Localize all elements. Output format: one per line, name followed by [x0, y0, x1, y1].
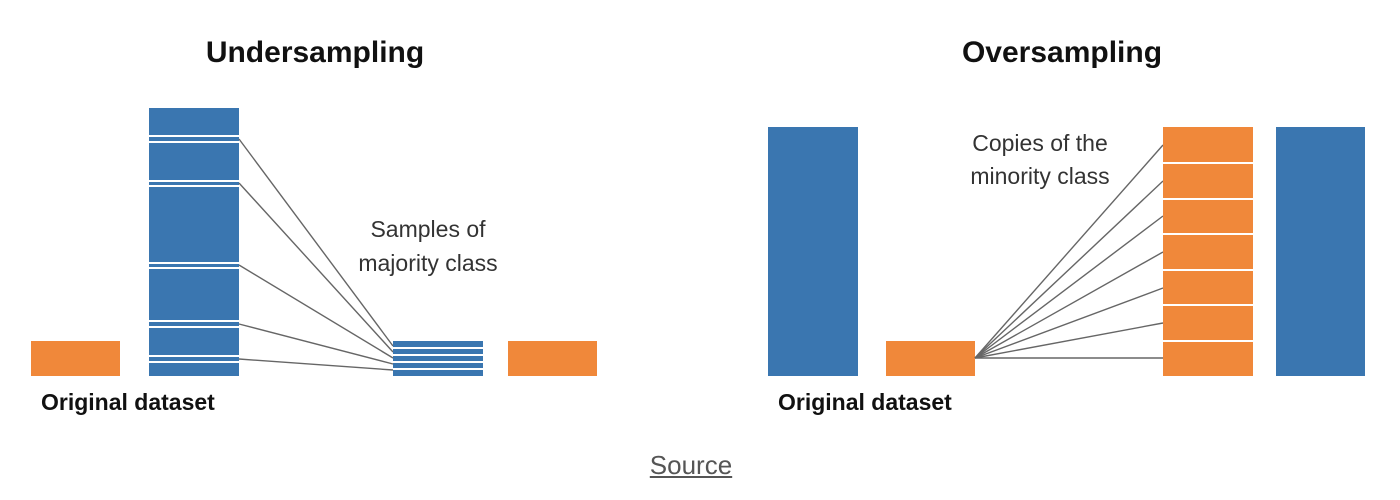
sampled-stack-dividers: [393, 347, 483, 370]
undersampling-dataset-label: Original dataset: [41, 389, 215, 415]
undersampling-panel: Undersampling: [31, 36, 597, 415]
connector-line: [238, 264, 394, 359]
connector-line: [238, 182, 394, 353]
connector-line: [974, 251, 1164, 359]
original-majority-bar: [768, 127, 858, 376]
connector-line: [974, 144, 1164, 359]
undersampling-title: Undersampling: [206, 36, 424, 69]
oversampling-panel: Oversampling Original dataset: [768, 36, 1365, 415]
connector-line: [974, 287, 1164, 359]
undersampling-note-line1: Samples of: [370, 216, 486, 242]
majority-sample-dividers: [149, 135, 239, 363]
undersampling-connectors: [238, 138, 394, 371]
connector-line: [238, 138, 394, 347]
connector-line: [238, 358, 394, 371]
connector-line: [974, 322, 1164, 359]
original-minority-bar: [886, 341, 975, 376]
oversampling-note-line1: Copies of the: [972, 130, 1108, 156]
oversampling-title: Oversampling: [962, 36, 1162, 69]
original-majority-bar: [149, 108, 239, 376]
oversampling-note-line2: minority class: [970, 163, 1109, 189]
source-link[interactable]: Source: [649, 450, 733, 480]
sampled-majority-stack: [393, 341, 483, 376]
connector-line: [238, 323, 394, 365]
minority-copies-stack: [1163, 127, 1253, 376]
oversampling-connectors: [974, 144, 1164, 359]
original-minority-bar: [31, 341, 120, 376]
resulting-minority-bar: [508, 341, 597, 376]
oversampling-dataset-label: Original dataset: [778, 389, 952, 415]
undersampling-note-line2: majority class: [358, 250, 497, 276]
connector-line: [974, 215, 1164, 359]
minority-copy-dividers: [1163, 162, 1253, 342]
sampling-diagram: Undersampling: [31, 36, 1365, 415]
connector-line: [974, 180, 1164, 359]
resulting-majority-bar: [1276, 127, 1365, 376]
